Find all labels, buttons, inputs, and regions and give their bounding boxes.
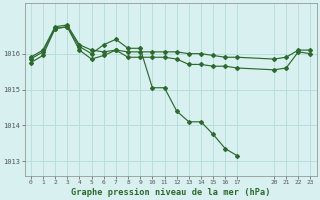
- X-axis label: Graphe pression niveau de la mer (hPa): Graphe pression niveau de la mer (hPa): [71, 188, 270, 197]
